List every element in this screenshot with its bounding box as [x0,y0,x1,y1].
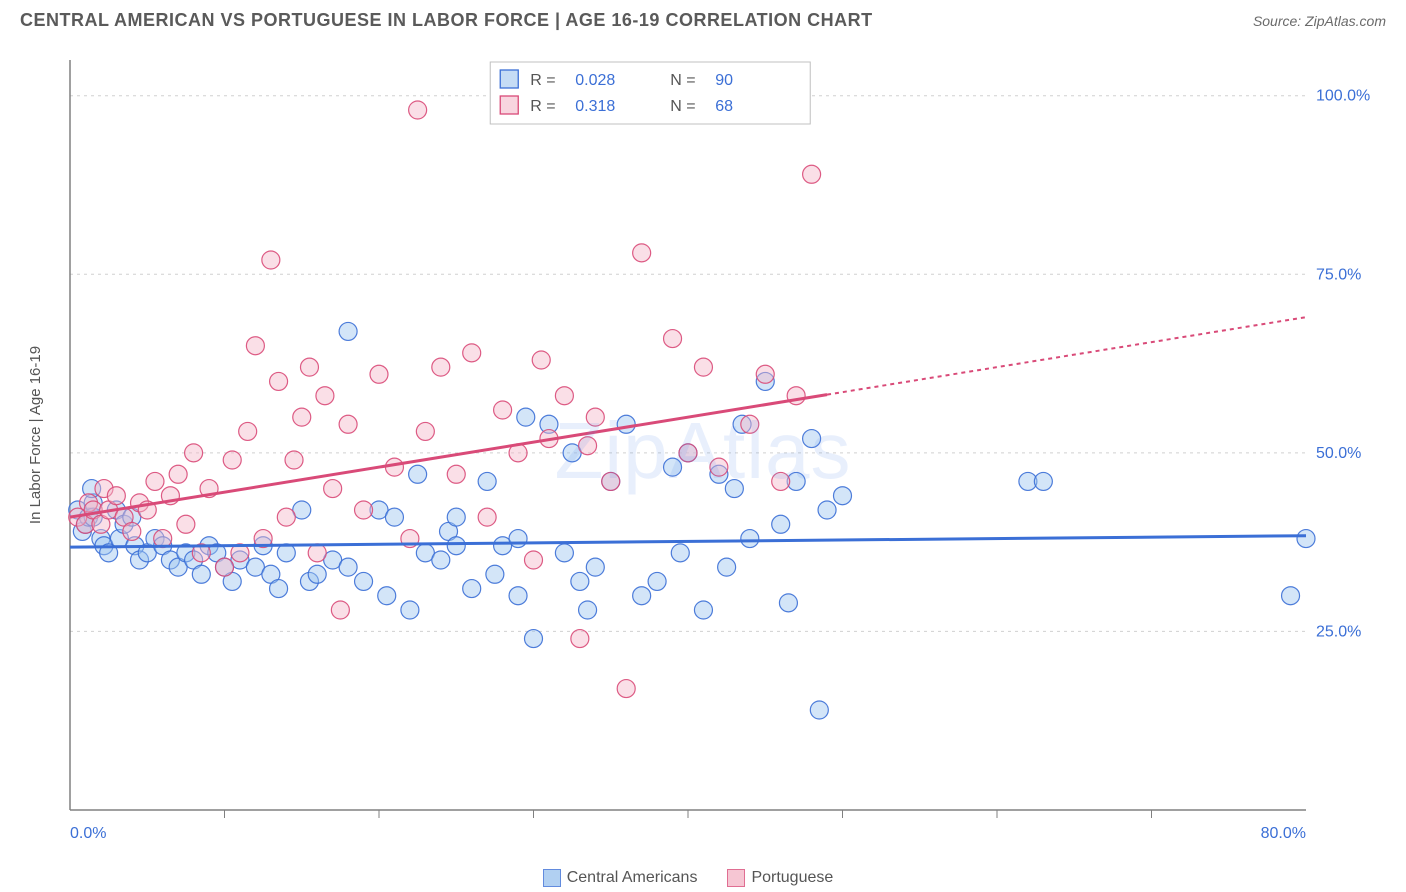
svg-text:In Labor Force | Age 16-19: In Labor Force | Age 16-19 [27,346,44,524]
svg-text:90: 90 [715,72,733,89]
svg-text:50.0%: 50.0% [1316,445,1361,462]
svg-text:0.0%: 0.0% [70,825,106,842]
legend-swatch [727,869,745,887]
svg-text:0.318: 0.318 [575,98,615,115]
legend-label: Portuguese [751,869,833,886]
svg-text:80.0%: 80.0% [1261,825,1306,842]
svg-text:R =: R = [530,98,555,115]
chart-title: CENTRAL AMERICAN VS PORTUGUESE IN LABOR … [20,10,873,31]
svg-text:N =: N = [670,98,695,115]
svg-text:25.0%: 25.0% [1316,623,1361,640]
svg-text:N =: N = [670,72,695,89]
svg-text:100.0%: 100.0% [1316,88,1370,105]
svg-text:R =: R = [530,72,555,89]
svg-text:0.028: 0.028 [575,72,615,89]
legend-label: Central Americans [567,869,698,886]
source-label: Source: ZipAtlas.com [1253,13,1386,29]
series-legend: Central Americans Portuguese [0,869,1406,887]
chart-area: 25.0% 50.0% 75.0% 100.0% 0.0% 80.0% In Labor F… [20,40,1386,862]
scatter-chart: 25.0% 50.0% 75.0% 100.0% 0.0% 80.0% In Labor F… [20,40,1386,860]
legend-swatch [543,869,561,887]
svg-text:75.0%: 75.0% [1316,266,1361,283]
svg-text:68: 68 [715,98,733,115]
